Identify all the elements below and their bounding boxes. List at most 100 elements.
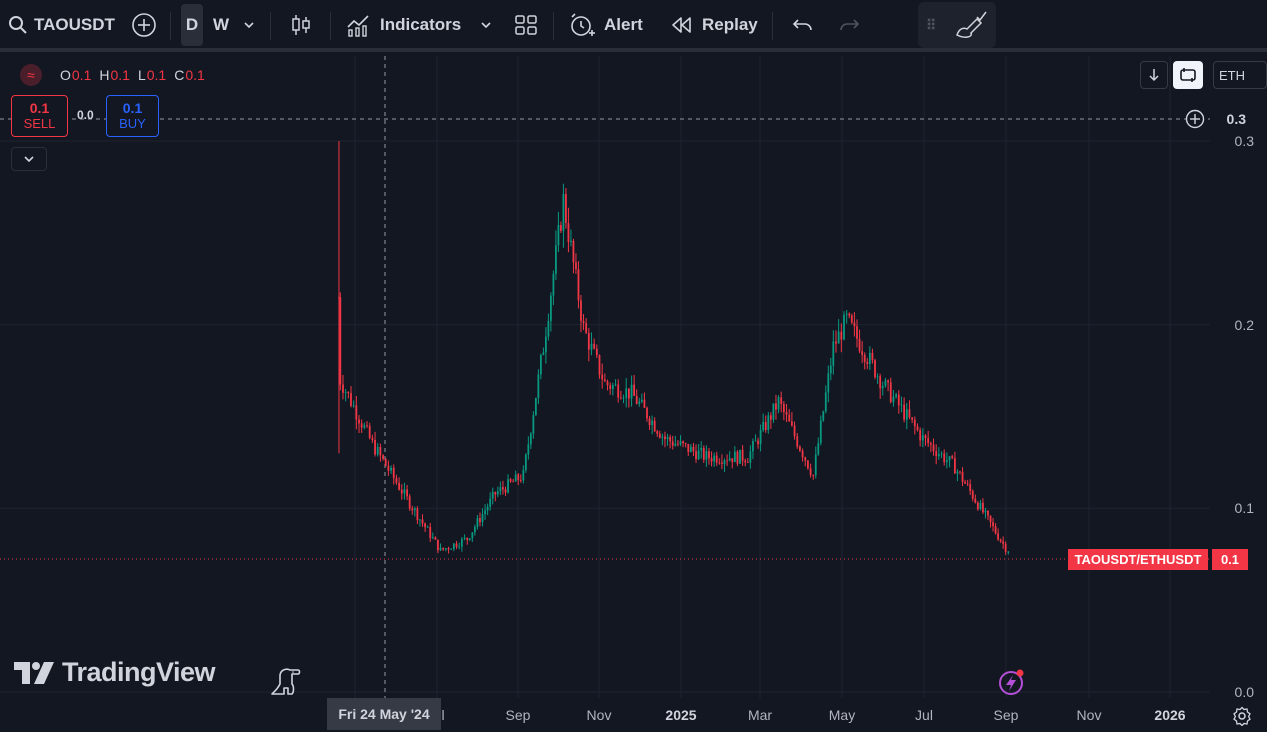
candle-body (582, 320, 585, 324)
candle-body (424, 523, 426, 528)
layout-grid-icon (515, 15, 537, 35)
candle-body (392, 467, 395, 479)
candle-body (542, 352, 545, 355)
alert-button[interactable]: Alert (568, 4, 643, 46)
candle-body (398, 482, 400, 490)
candle-body (782, 403, 785, 413)
candle-body (731, 458, 734, 463)
sell-price: 0.1 (29, 100, 50, 116)
candle-body (700, 447, 703, 451)
candle-body (625, 388, 628, 398)
candle-body (466, 537, 469, 540)
candle-body (708, 451, 710, 459)
undo-icon (792, 19, 812, 31)
search-icon (9, 16, 27, 34)
replay-button[interactable]: Replay (670, 4, 758, 46)
candle-body (871, 352, 874, 361)
candle-body (943, 453, 946, 463)
candle-body (560, 225, 562, 231)
candle-body (987, 510, 989, 516)
candle-body (590, 343, 593, 350)
candlestick-icon (292, 15, 310, 35)
drag-handle-icon[interactable]: ⠿ (926, 16, 936, 33)
candle-body (754, 440, 757, 442)
sell-button[interactable]: 0.1 SELL (11, 95, 68, 137)
candle-body (945, 460, 948, 463)
candle-body (481, 514, 484, 523)
candle-body (677, 443, 679, 445)
layout-button[interactable] (512, 4, 540, 46)
candle-body (502, 487, 504, 490)
lightning-icon[interactable] (997, 667, 1027, 697)
tradingview-logo[interactable]: TradingView (14, 657, 216, 688)
legend-collapse-button[interactable] (11, 147, 47, 171)
candle-body (777, 397, 780, 410)
indicators-icon (347, 15, 369, 37)
candle-body (956, 471, 959, 474)
candle-body (552, 273, 555, 296)
candle-body (790, 421, 793, 426)
undo-button[interactable] (790, 4, 816, 46)
candle-body (767, 415, 770, 430)
download-button[interactable] (1140, 61, 1168, 89)
candle-body (884, 380, 887, 387)
candle-body (575, 262, 577, 270)
candle-body (989, 515, 992, 523)
chart-settings-button[interactable] (1232, 706, 1252, 727)
symbol-search-button[interactable]: TAOUSDT (8, 4, 115, 46)
candle-body (671, 441, 674, 446)
candle-body (429, 526, 432, 539)
candle-body (421, 519, 424, 524)
redo-button[interactable] (836, 4, 862, 46)
time-axis-label: Sep (505, 707, 531, 723)
interval-w-button[interactable]: W (212, 4, 230, 46)
add-plus-icon[interactable] (1185, 109, 1205, 129)
candle-body (892, 396, 895, 403)
candle-body (447, 548, 450, 550)
price-chart[interactable] (0, 56, 1267, 732)
candle-body (959, 471, 961, 473)
candle-body (537, 374, 540, 398)
candle-body (661, 436, 664, 438)
candle-body (666, 437, 669, 440)
indicators-dropdown-button[interactable] (476, 4, 496, 46)
buy-button[interactable]: 0.1 BUY (106, 95, 159, 137)
low-value: 0.1 (146, 67, 167, 83)
swap-button[interactable] (1173, 61, 1203, 89)
candle-body (984, 510, 987, 513)
candle-body (567, 223, 570, 242)
time-axis-label: Jul (915, 707, 933, 723)
drawing-toolbar-toggle[interactable]: ⠿ (918, 2, 996, 48)
candle-body (850, 315, 853, 323)
dinosaur-icon[interactable] (268, 664, 302, 698)
candle-body (935, 451, 938, 457)
gear-icon (1233, 706, 1251, 727)
interval-dropdown-button[interactable] (240, 4, 258, 46)
candle-body (512, 481, 515, 483)
candle-body (527, 444, 530, 455)
candle-body (897, 394, 900, 406)
candle-body (697, 450, 700, 460)
candle-body (557, 225, 560, 246)
candle-body (919, 430, 922, 441)
chart-type-button[interactable] (288, 4, 314, 46)
candle-body (736, 451, 739, 464)
candle-body (749, 451, 752, 463)
candle-body (565, 194, 567, 224)
indicators-button[interactable]: Indicators (346, 4, 461, 46)
candle-body (444, 548, 447, 550)
interval-d-button[interactable]: D (181, 4, 203, 46)
candle-body (585, 323, 588, 333)
candle-body (416, 508, 419, 521)
candle-body (739, 449, 741, 464)
candle-body (757, 440, 759, 445)
interval-w-label: W (212, 15, 230, 34)
candle-body (997, 533, 999, 540)
candle-body (866, 361, 869, 364)
currency-selector[interactable]: ETH (1213, 61, 1267, 89)
candle-body (759, 429, 762, 445)
candle-body (460, 538, 463, 547)
candle-body (992, 522, 994, 527)
compare-symbol-button[interactable] (130, 4, 158, 46)
candle-body (979, 502, 982, 510)
